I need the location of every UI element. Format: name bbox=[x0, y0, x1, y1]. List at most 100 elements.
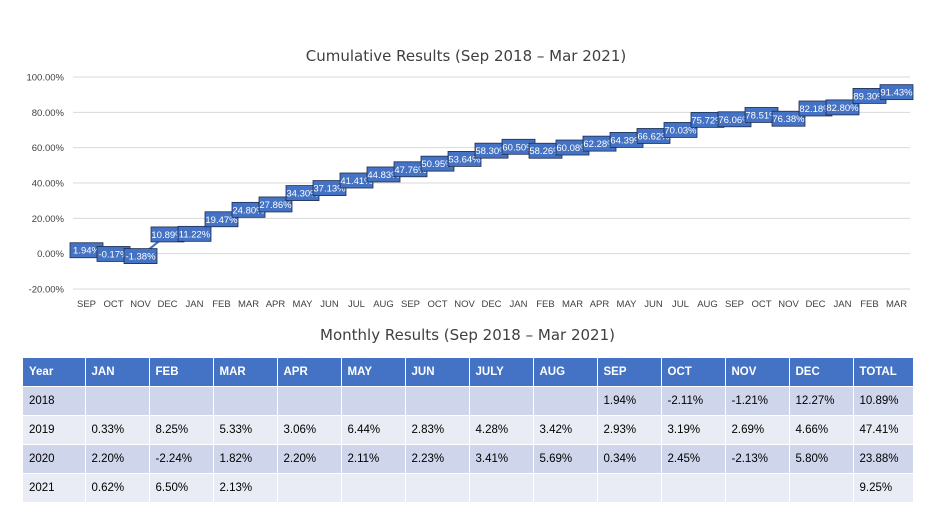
table-cell: 2.83% bbox=[405, 415, 470, 445]
table-cell: -1.21% bbox=[725, 386, 790, 416]
data-label-text: 76.38% bbox=[772, 114, 805, 125]
table-row: 2020 2.20% -2.24% 1.82% 2.20% 2.11% 2.23% 3.41%… bbox=[23, 444, 914, 474]
table-cell: 2020 bbox=[23, 444, 86, 474]
data-label-text: 19.47% bbox=[205, 215, 238, 226]
table-header-cell: MAY bbox=[341, 358, 406, 387]
data-label: 27.86% bbox=[258, 196, 293, 213]
data-label-box bbox=[447, 151, 482, 167]
x-tick-label: FEB bbox=[212, 299, 230, 310]
x-tick-label: OCT bbox=[427, 299, 447, 310]
table-cell: 47.41% bbox=[853, 415, 914, 445]
data-label-box bbox=[204, 211, 239, 228]
x-tick-label: JUL bbox=[672, 299, 689, 310]
table-cell: 4.28% bbox=[469, 415, 534, 445]
chart-title: Cumulative Results (Sep 2018 – Mar 2021) bbox=[306, 47, 627, 65]
y-tick-label: 60.00% bbox=[32, 143, 65, 154]
data-label-text: 89.30% bbox=[853, 91, 886, 102]
table-header-cell: JAN bbox=[85, 358, 150, 387]
x-tick-label: SEP bbox=[725, 299, 744, 310]
table-cell: 2.23% bbox=[405, 444, 470, 474]
table-cell: 2.69% bbox=[725, 415, 790, 445]
table-row: 2018 1.94% -2.11% -1.21% 12.27% 10.89% bbox=[23, 386, 914, 416]
y-tick-label: 40.00% bbox=[32, 179, 65, 190]
data-label-text: 70.03% bbox=[664, 125, 697, 136]
x-tick-label: MAR bbox=[562, 299, 583, 310]
table-cell: -2.24% bbox=[149, 444, 214, 474]
data-label-text: 82.18% bbox=[799, 104, 832, 115]
x-tick-label: JAN bbox=[510, 299, 528, 310]
data-label-box bbox=[879, 84, 914, 101]
table-header-cell: AUG bbox=[533, 358, 598, 387]
data-label-text: 53.64% bbox=[448, 154, 481, 165]
table-cell: -2.11% bbox=[661, 386, 726, 416]
table-cell bbox=[725, 473, 790, 502]
data-label-text: 75.72% bbox=[691, 115, 724, 126]
table-cell: 8.25% bbox=[149, 415, 214, 445]
x-tick-label: MAY bbox=[293, 299, 314, 310]
x-tick-label: MAY bbox=[617, 299, 638, 310]
table-header-cell: JUN bbox=[405, 358, 470, 387]
data-label-box bbox=[663, 122, 698, 138]
x-tick-label: OCT bbox=[751, 299, 771, 310]
table-cell: 3.06% bbox=[277, 415, 342, 445]
table-cell: 2.93% bbox=[597, 415, 662, 445]
data-label-text: 64.39% bbox=[610, 135, 643, 146]
x-tick-label: JUN bbox=[320, 299, 339, 310]
data-label-text: 66.62% bbox=[637, 131, 670, 142]
data-label-text: 44.83% bbox=[367, 170, 400, 181]
data-label: 76.06% bbox=[717, 111, 752, 128]
data-label-text: 47.76% bbox=[394, 165, 427, 176]
table-cell: 2021 bbox=[23, 473, 86, 502]
table-cell: 5.80% bbox=[789, 444, 854, 474]
table-cell bbox=[405, 386, 470, 416]
y-tick-label: 0.00% bbox=[37, 249, 64, 260]
table-cell: 9.25% bbox=[853, 473, 914, 502]
table-cell bbox=[213, 386, 278, 416]
table-cell bbox=[149, 386, 214, 416]
data-label-text: 34.30% bbox=[286, 189, 319, 200]
x-tick-label: NOV bbox=[130, 299, 151, 310]
table-header-cell: NOV bbox=[725, 358, 790, 387]
y-tick-label: 80.00% bbox=[32, 108, 65, 119]
monthly-results-table: Year JAN FEB MAR APR MAY JUN JULY AUG SEP OCT NOV DE… bbox=[23, 358, 914, 502]
table-header-row: Year JAN FEB MAR APR MAY JUN JULY AUG SEP OCT NOV DE… bbox=[23, 358, 914, 387]
data-label-text: -1.38% bbox=[125, 252, 156, 263]
gridlines bbox=[73, 76, 910, 290]
table-header-cell: SEP bbox=[597, 358, 662, 387]
table-header-cell: FEB bbox=[149, 358, 214, 387]
data-label: 19.47% bbox=[204, 211, 239, 228]
data-label-box bbox=[771, 110, 806, 127]
data-label-box bbox=[123, 248, 158, 265]
table-cell: 2.20% bbox=[277, 444, 342, 474]
table-cell: 2.11% bbox=[341, 444, 406, 474]
x-tick-label: DEC bbox=[157, 299, 177, 310]
table-cell: 0.33% bbox=[85, 415, 150, 445]
table-cell bbox=[789, 473, 854, 502]
data-label-text: 1.94% bbox=[73, 246, 100, 257]
table-cell: 10.89% bbox=[853, 386, 914, 416]
table-cell: 12.27% bbox=[789, 386, 854, 416]
table-cell: 3.41% bbox=[469, 444, 534, 474]
y-axis-ticks: 100.00% 80.00% 60.00% 40.00% 20.00% 0.00% -20.… bbox=[26, 73, 64, 296]
x-tick-label: APR bbox=[266, 299, 286, 310]
data-label-text: 82.80% bbox=[826, 103, 859, 114]
table-cell: 1.94% bbox=[597, 386, 662, 416]
data-label-text: 50.95% bbox=[421, 159, 454, 170]
table-cell bbox=[469, 386, 534, 416]
table-cell bbox=[533, 386, 598, 416]
table-cell: 2.20% bbox=[85, 444, 150, 474]
table-cell bbox=[341, 386, 406, 416]
table-cell: 4.66% bbox=[789, 415, 854, 445]
table-cell: 3.19% bbox=[661, 415, 726, 445]
data-label: 10.89% bbox=[150, 226, 185, 243]
table-header-cell: MAR bbox=[213, 358, 278, 387]
cumulative-results-chart: Cumulative Results (Sep 2018 – Mar 2021)… bbox=[26, 47, 914, 310]
table-cell bbox=[277, 473, 342, 502]
table-header-cell: Year bbox=[23, 358, 86, 387]
x-tick-label: JUL bbox=[348, 299, 365, 310]
data-label: 91.43% bbox=[879, 84, 914, 101]
data-label-box bbox=[258, 196, 293, 213]
table-cell: 1.82% bbox=[213, 444, 278, 474]
data-label: 53.64% bbox=[447, 151, 482, 167]
table-header-cell: TOTAL bbox=[853, 358, 914, 387]
